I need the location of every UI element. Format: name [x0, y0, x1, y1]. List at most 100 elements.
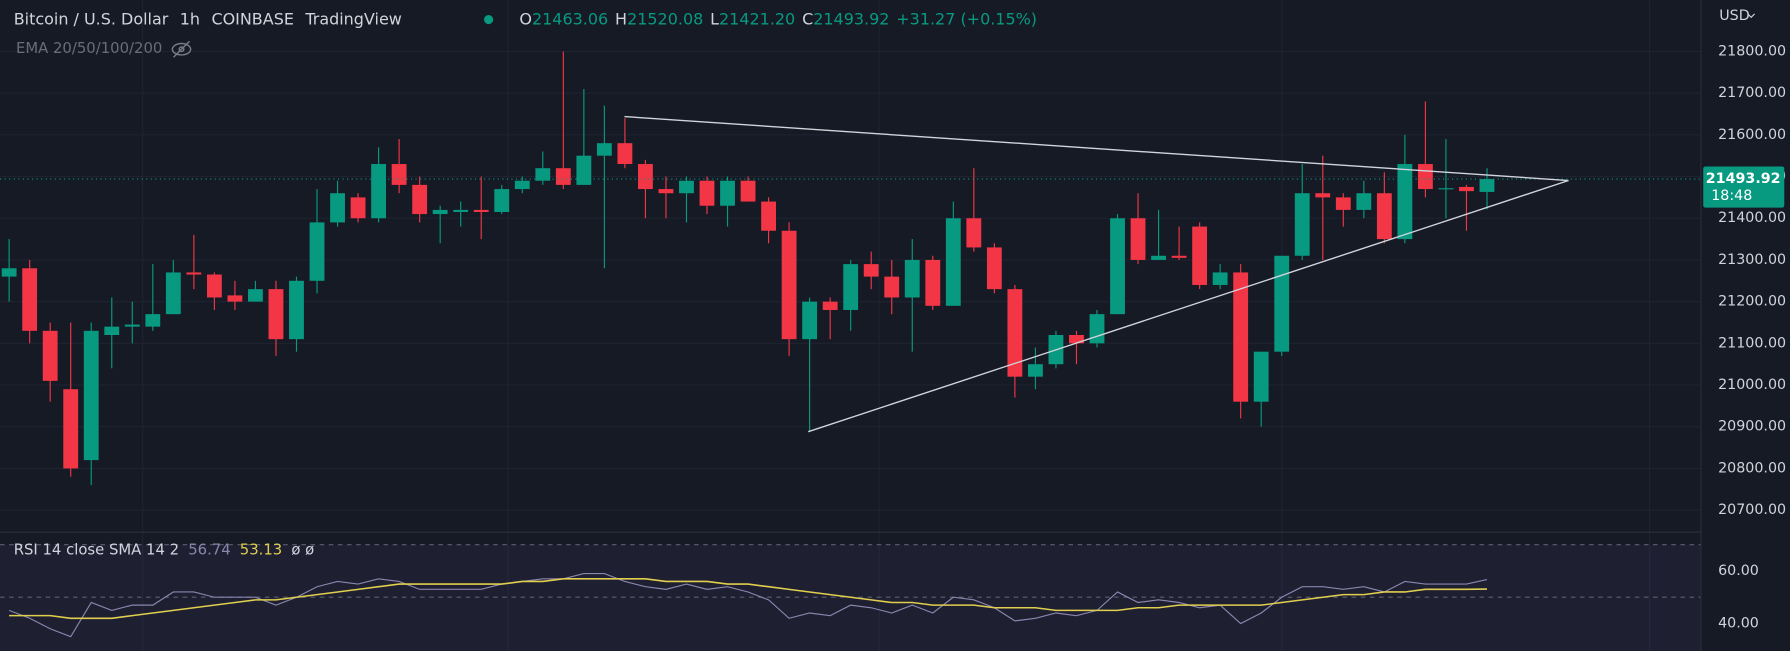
candle-body: [822, 301, 838, 310]
sma-value: 53.13: [240, 541, 282, 558]
y-tick-label: 60.00: [1718, 563, 1759, 579]
y-tick-label: 20700.00: [1718, 502, 1786, 518]
candle-body: [925, 259, 941, 306]
candle-body: [145, 314, 161, 327]
rsi-suffix: ø ø: [291, 541, 314, 558]
candle-body: [945, 218, 961, 306]
price-tag-countdown: 18:48: [1711, 188, 1752, 204]
y-tick-label: 21000.00: [1718, 377, 1786, 393]
indicator: EMA 20/50/100/200: [16, 40, 162, 57]
y-tick-label: 20900.00: [1718, 419, 1786, 435]
candle-body: [1130, 218, 1146, 260]
rsi-legend-text: RSI 14 close SMA 14 2 56.74 53.13 ø ø: [14, 541, 315, 558]
ohlc-label: L: [710, 9, 719, 28]
candle-body: [432, 209, 448, 215]
candle-body: [535, 168, 551, 181]
candle-body: [473, 209, 489, 212]
candle-body: [986, 247, 1002, 290]
candle-body: [761, 201, 777, 231]
rsi-title: RSI 14 close SMA 14 2: [14, 541, 179, 558]
candle-body: [227, 295, 243, 302]
candle-body: [371, 164, 387, 219]
candle-body: [268, 289, 284, 340]
candle-body: [1294, 193, 1310, 256]
price-tag-box: [1703, 166, 1785, 208]
candle-body: [740, 180, 756, 202]
rsi-line: [8, 573, 1488, 638]
y-tick-label: 20800.00: [1718, 460, 1786, 476]
rsi-value: 56.74: [188, 541, 230, 558]
candle-body: [289, 280, 304, 340]
candle-body: [1069, 334, 1084, 344]
candle-body: [1212, 272, 1228, 285]
candle-body: [104, 326, 120, 335]
candle-body: [494, 189, 510, 212]
candle-body: [1192, 226, 1208, 285]
candle-body: [904, 259, 920, 298]
candle-body: [1479, 179, 1495, 192]
candle-body: [391, 164, 407, 185]
candle-body: [22, 268, 38, 331]
candle-body: [1335, 197, 1351, 210]
marks: [0, 51, 1701, 638]
candle-body: [843, 264, 859, 310]
y-tick-label: 21100.00: [1718, 335, 1786, 351]
candle-body: [124, 324, 140, 327]
y-tick-label: 21400.00: [1718, 210, 1786, 226]
candle-body: [1027, 364, 1043, 377]
candle-body: [658, 189, 674, 194]
candle-body: [1171, 255, 1187, 258]
hide-icon[interactable]: [171, 40, 192, 58]
candle-body: [1315, 193, 1331, 198]
candle-body: [63, 389, 79, 469]
candle-body: [802, 301, 818, 340]
candle-body: [638, 164, 653, 190]
candle-body: [248, 289, 263, 302]
candle-body: [1274, 255, 1290, 352]
candle-body: [514, 180, 530, 190]
currency[interactable]: USD: [1719, 8, 1749, 24]
candle-body: [206, 274, 222, 298]
ohlc-value: 21463.06: [532, 9, 608, 28]
rsi-legend: RSI 14 close SMA 14 2 56.74 53.13 ø ø: [14, 541, 315, 558]
header: Bitcoin / U.S. Dollar 1h COINBASE TradingVi…: [14, 8, 1756, 58]
interval: 1h: [180, 9, 200, 28]
candle-body: [83, 330, 99, 461]
y-tick-label: 21700.00: [1718, 85, 1786, 101]
y-tick-label: 40.00: [1718, 616, 1759, 632]
exchange: COINBASE: [211, 9, 293, 28]
trendline-upper: [624, 115, 1569, 182]
candle-body: [679, 180, 694, 194]
candle-body: [699, 180, 715, 206]
candle-body: [596, 143, 612, 156]
candle-body: [1, 268, 17, 277]
candle-body: [1233, 272, 1249, 402]
candle-body: [1356, 193, 1372, 210]
candle-body: [1089, 314, 1105, 344]
ohlc-value: 21520.08: [627, 9, 703, 28]
symbol: Bitcoin / U.S. Dollar 1h COINBASE TradingVi…: [14, 9, 402, 28]
candle-body: [576, 155, 592, 185]
candle-body: [1417, 164, 1433, 190]
candle-body: [412, 184, 428, 215]
ohlc-legend: O21463.06 H21520.08 L21421.20 C21493.92 +31.…: [519, 9, 1037, 28]
candle-body: [350, 197, 366, 219]
source: TradingView: [304, 9, 401, 28]
y-tick-label: 21800.00: [1718, 43, 1786, 59]
sma-line: [9, 578, 1487, 620]
y-tick-label: 21300.00: [1718, 252, 1786, 268]
y-tick-label: 21600.00: [1718, 127, 1786, 143]
candle-body: [1376, 193, 1392, 240]
candle-body: [453, 209, 469, 212]
candle-body: [720, 180, 735, 206]
y-tick-label: 21200.00: [1718, 294, 1786, 310]
currency-caret: [1747, 13, 1756, 19]
trendline-lower: [808, 179, 1569, 433]
candle-body: [1151, 255, 1166, 260]
change: +31.27 (+0.15%): [896, 9, 1037, 28]
candle-body: [186, 272, 202, 275]
candle-body: [309, 222, 325, 281]
candle-body: [42, 330, 58, 381]
